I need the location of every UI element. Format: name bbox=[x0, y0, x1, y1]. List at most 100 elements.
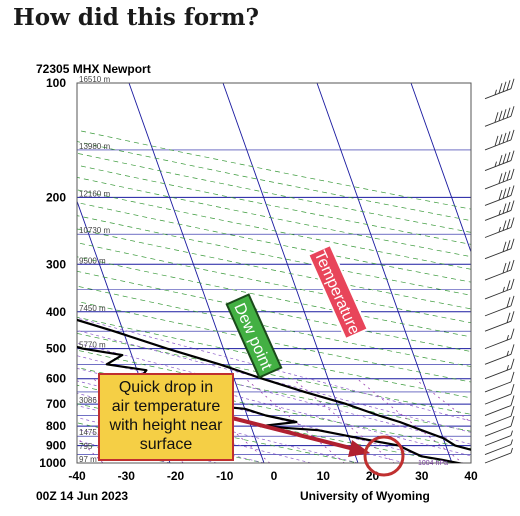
temperature-tick-label: 0 bbox=[271, 469, 278, 483]
temperature-label-box bbox=[307, 243, 369, 341]
dry-adiabat bbox=[77, 215, 471, 296]
barb-staff bbox=[484, 320, 512, 332]
barb-flag bbox=[506, 240, 511, 251]
height-labels: 16510 m 13980 m 12160 m 10730 m 9500 m 7450 m… bbox=[79, 75, 110, 464]
surface-pressure-label: 1004 hPa bbox=[418, 460, 448, 467]
wind-barb bbox=[484, 278, 515, 300]
barb-half-flag bbox=[498, 209, 501, 216]
callout-text: with height near bbox=[109, 417, 224, 434]
barb-half-flag bbox=[510, 430, 513, 436]
isotherm-line bbox=[0, 83, 79, 471]
height-label: 1475 bbox=[79, 428, 97, 437]
barb-half-flag bbox=[494, 161, 497, 167]
wind-barb bbox=[484, 344, 515, 365]
height-label: 5770 m bbox=[79, 341, 106, 350]
wind-barb bbox=[484, 311, 515, 332]
plot-border bbox=[76, 82, 472, 464]
barb-flag bbox=[506, 186, 511, 198]
timestamp: 00Z 14 Jun 2023 bbox=[36, 489, 129, 503]
barb-flag bbox=[510, 416, 515, 427]
height-label: 16510 m bbox=[79, 75, 110, 84]
height-label: 7450 m bbox=[79, 304, 106, 313]
barb-staff bbox=[484, 368, 512, 380]
moist-adiabat bbox=[77, 317, 471, 422]
barb-half-flag bbox=[506, 350, 509, 356]
barb-flag bbox=[510, 358, 515, 369]
barb-flag bbox=[506, 261, 511, 272]
station-title: 72305 MHX Newport bbox=[36, 62, 151, 76]
wind-barb bbox=[484, 78, 515, 100]
barb-flag bbox=[510, 129, 515, 141]
barb-flag bbox=[494, 135, 499, 147]
barb-flag bbox=[510, 259, 515, 271]
barb-flag bbox=[502, 188, 507, 199]
wind-barbs bbox=[484, 78, 515, 464]
barb-flag bbox=[506, 201, 511, 213]
height-label: 9500 m bbox=[79, 256, 106, 265]
pressure-tick-label: 700 bbox=[46, 397, 66, 411]
barb-flag bbox=[506, 151, 511, 163]
barb-flag bbox=[494, 112, 499, 123]
barb-staff bbox=[484, 160, 512, 171]
callout-text: Quick drop in bbox=[119, 379, 213, 396]
wind-barb bbox=[484, 129, 515, 151]
mixing-ratio-line bbox=[356, 378, 464, 463]
barb-flag bbox=[498, 189, 503, 201]
barb-flag bbox=[498, 110, 503, 121]
barb-flag bbox=[510, 395, 515, 406]
barb-flag bbox=[498, 154, 503, 166]
barb-staff bbox=[484, 444, 512, 455]
mixing-ratio-line bbox=[0, 379, 13, 471]
temperature-tick-label: -20 bbox=[167, 469, 185, 483]
wind-barb bbox=[484, 371, 515, 393]
wind-barb bbox=[484, 217, 515, 238]
barb-flag bbox=[502, 171, 507, 183]
source-credit: University of Wyoming bbox=[300, 489, 430, 503]
dry-adiabat bbox=[77, 349, 471, 432]
barb-staff bbox=[484, 405, 512, 416]
pressure-tick-label: 300 bbox=[46, 257, 66, 271]
wind-barb bbox=[484, 395, 515, 416]
mixing-ratio-line bbox=[245, 378, 346, 463]
barb-flag bbox=[506, 107, 511, 118]
barb-flag bbox=[502, 241, 507, 252]
height-label: 795 bbox=[79, 442, 93, 451]
barb-staff bbox=[484, 393, 512, 405]
wind-barb bbox=[484, 430, 513, 447]
plot-frame bbox=[76, 82, 472, 464]
wind-barb bbox=[484, 328, 515, 350]
barb-flag bbox=[510, 311, 515, 322]
barb-flag bbox=[510, 384, 515, 395]
barb-staff bbox=[484, 288, 512, 300]
barb-flag bbox=[510, 371, 515, 383]
moist-adiabat bbox=[77, 392, 359, 463]
callout-box bbox=[98, 373, 234, 461]
dry-adiabat bbox=[77, 442, 172, 463]
barb-flag bbox=[510, 168, 515, 180]
barb-flag bbox=[510, 106, 515, 117]
barb-staff bbox=[484, 227, 512, 238]
barb-staff bbox=[484, 305, 512, 317]
wind-barb bbox=[484, 200, 515, 221]
wind-barb bbox=[484, 439, 513, 455]
barb-flag bbox=[498, 83, 503, 94]
barb-flag bbox=[510, 238, 515, 249]
barb-flag bbox=[498, 173, 503, 184]
barb-flag bbox=[510, 278, 515, 290]
barb-flag bbox=[506, 297, 511, 308]
temperature-tick-label: 40 bbox=[464, 469, 478, 483]
barb-half-flag bbox=[510, 439, 513, 445]
barb-flag bbox=[502, 153, 507, 164]
barb-flag bbox=[506, 280, 511, 291]
barb-staff bbox=[484, 115, 512, 127]
barb-flag bbox=[510, 406, 515, 417]
pressure-tick-label: 400 bbox=[46, 305, 66, 319]
temperature-tick-label: -30 bbox=[118, 469, 136, 483]
barb-half-flag bbox=[494, 89, 497, 95]
wind-barb bbox=[484, 447, 513, 464]
wind-barb bbox=[484, 406, 515, 427]
barb-staff bbox=[484, 452, 512, 464]
pressure-tick-label: 100 bbox=[46, 76, 66, 90]
barb-flag bbox=[510, 200, 515, 211]
